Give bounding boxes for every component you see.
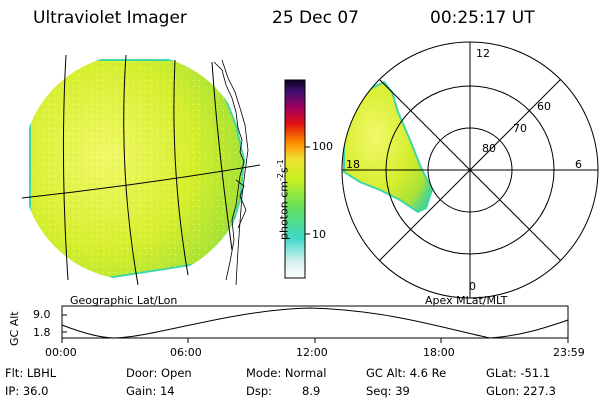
coastline — [213, 59, 249, 286]
colorbar-tick-10: 10 — [312, 228, 326, 241]
mlat-label-80: 80 — [482, 142, 496, 155]
mlat-label-70: 70 — [513, 122, 527, 135]
time-tick-2359: 23:59 — [553, 346, 585, 359]
mode-readout: Mode: Normal — [246, 366, 327, 380]
filter-readout: Flt: LBHL — [5, 366, 57, 380]
altitude-tick-1-8: 1.8 — [33, 326, 51, 339]
geographic-grid — [21, 54, 261, 286]
apex-caption: Apex MLat/MLT — [425, 294, 508, 307]
time-label: 00:25:17 UT — [430, 8, 535, 28]
date-label: 25 Dec 07 — [272, 8, 359, 28]
mlat-label-60: 60 — [537, 100, 551, 113]
gain-readout: Gain: 14 — [126, 384, 175, 398]
colorbar — [284, 79, 310, 279]
glon-readout: GLon: 227.3 — [486, 384, 556, 398]
door-readout: Door: Open — [126, 366, 192, 380]
dsp-label: Dsp: — [246, 384, 273, 398]
ip-readout: IP: 36.0 — [5, 384, 49, 398]
altitude-axis-label: GC Alt — [8, 311, 21, 346]
time-tick-0000: 00:00 — [45, 346, 77, 359]
geographic-caption: Geographic Lat/Lon — [70, 294, 178, 307]
seq-readout: Seq: 39 — [366, 384, 410, 398]
colorbar-tick-100: 100 — [312, 140, 333, 153]
gc-alt-readout: GC Alt: 4.6 Re — [366, 366, 447, 380]
mlt-label-12: 12 — [476, 47, 490, 60]
time-tick-1800: 18:00 — [423, 346, 455, 359]
glat-readout: GLat: -51.1 — [486, 366, 551, 380]
time-tick-0600: 06:00 — [170, 346, 202, 359]
altitude-tick-9: 9.0 — [33, 308, 51, 321]
mlt-label-18: 18 — [346, 158, 360, 171]
mlt-label-6: 6 — [575, 158, 582, 171]
altitude-curve — [61, 307, 569, 339]
mlt-label-0: 0 — [469, 280, 476, 293]
instrument-title: Ultraviolet Imager — [33, 8, 187, 28]
time-tick-1200: 12:00 — [296, 346, 328, 359]
dsp-value: 8.9 — [302, 384, 321, 398]
